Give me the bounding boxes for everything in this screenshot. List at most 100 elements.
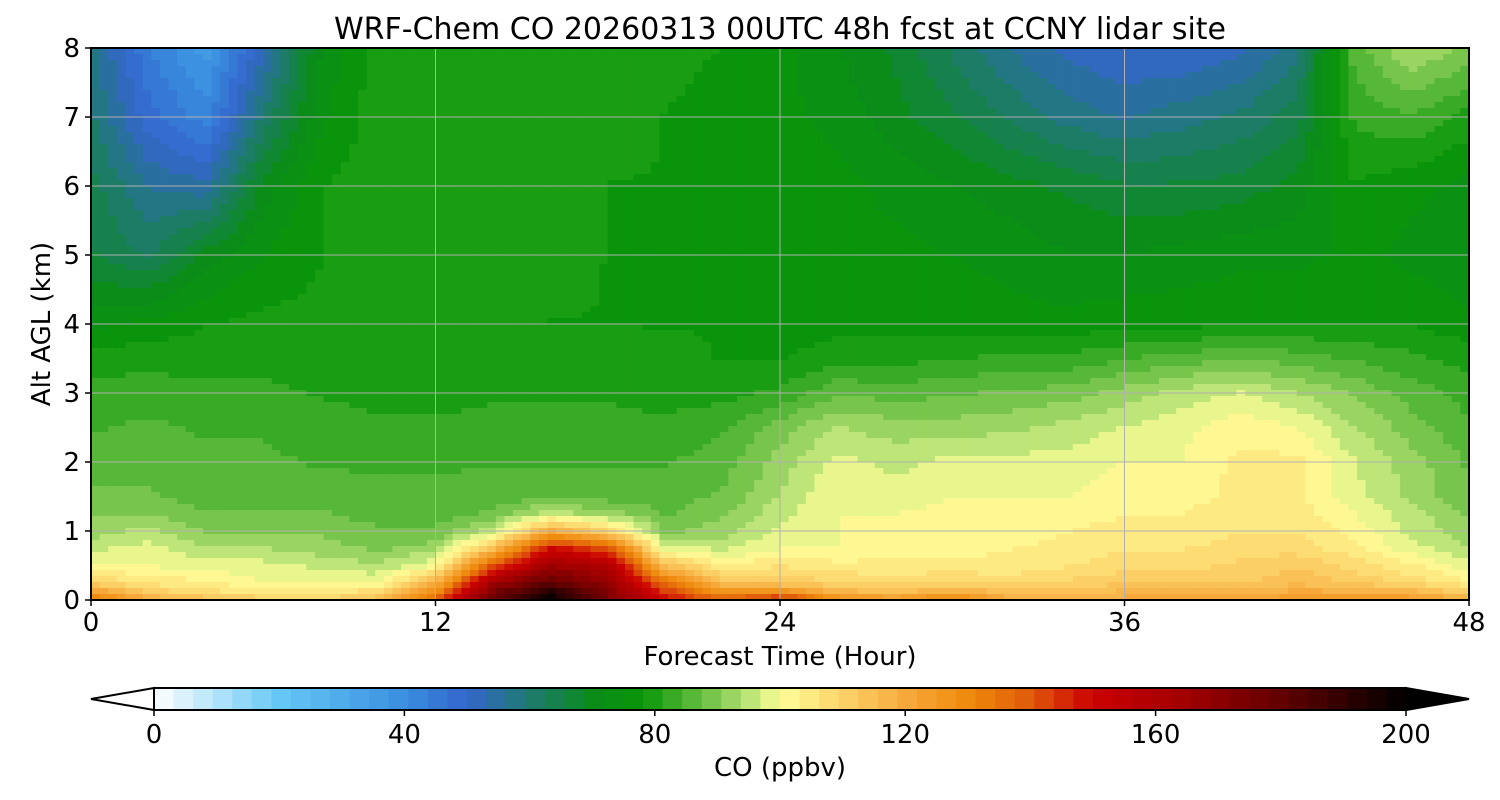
heatmap-cell (797, 84, 807, 91)
heatmap-cell (840, 210, 850, 217)
heatmap-cell (1081, 108, 1091, 115)
heatmap-cell (323, 222, 333, 229)
heatmap-cell (194, 120, 204, 127)
heatmap-cell (1357, 204, 1367, 211)
heatmap-cell (1322, 102, 1332, 109)
heatmap-cell (1184, 180, 1194, 187)
heatmap-cell (487, 84, 497, 91)
heatmap-cell (788, 78, 798, 85)
heatmap-cell (1331, 228, 1341, 235)
heatmap-cell (1305, 132, 1315, 139)
heatmap-cell (1090, 192, 1100, 199)
heatmap-cell (719, 228, 729, 235)
heatmap-cell (1339, 198, 1350, 205)
heatmap-cell (134, 96, 144, 103)
heatmap-cell (108, 78, 118, 85)
heatmap-cell (995, 210, 1005, 217)
heatmap-cell (668, 162, 678, 169)
heatmap-cell (168, 234, 178, 241)
heatmap-cell (685, 102, 695, 109)
heatmap-cell (857, 168, 867, 175)
heatmap-cell (323, 198, 333, 205)
heatmap-cell (1003, 228, 1014, 235)
heatmap-cell (401, 198, 411, 205)
heatmap-cell (125, 222, 135, 229)
heatmap-cell (314, 78, 325, 85)
heatmap-cell (754, 90, 764, 97)
heatmap-cell (1262, 216, 1272, 223)
heatmap-cell (607, 216, 617, 223)
heatmap-cell (487, 204, 497, 211)
heatmap-cell (624, 192, 635, 199)
heatmap-cell (228, 120, 239, 127)
heatmap-cell (952, 144, 962, 151)
heatmap-cell (1064, 54, 1074, 61)
heatmap-cell (754, 174, 764, 181)
heatmap-cell (1245, 66, 1255, 73)
heatmap-cell (392, 132, 402, 139)
heatmap-cell (1400, 84, 1410, 91)
heatmap-cell (676, 150, 686, 157)
heatmap-cell (1081, 90, 1091, 97)
heatmap-cell (1253, 222, 1263, 229)
heatmap-cell (1193, 180, 1203, 187)
heatmap-cell (857, 228, 867, 235)
heatmap-cell (168, 150, 178, 157)
heatmap-cell (185, 156, 195, 163)
heatmap-cell (280, 90, 290, 97)
heatmap-cell (280, 138, 290, 145)
heatmap-cell (676, 228, 686, 235)
plot-area (90, 47, 1470, 601)
heatmap-cell (1374, 60, 1384, 67)
heatmap-cell (624, 180, 635, 187)
heatmap-cell (246, 90, 256, 97)
heatmap-cell (1236, 180, 1246, 187)
heatmap-cell (607, 204, 617, 211)
heatmap-cell (1262, 186, 1272, 193)
heatmap-cell (220, 138, 230, 145)
heatmap-cell (1391, 162, 1401, 169)
heatmap-cell (668, 54, 678, 61)
heatmap-cell (1202, 222, 1212, 229)
heatmap-cell (1055, 126, 1065, 133)
heatmap-cell (1417, 168, 1427, 175)
heatmap-cell (1184, 78, 1194, 85)
heatmap-cell (909, 216, 919, 223)
heatmap-cell (263, 150, 273, 157)
heatmap-cell (91, 90, 101, 97)
heatmap-cell (986, 108, 996, 115)
heatmap-cell (1021, 66, 1031, 73)
heatmap-cell (926, 108, 936, 115)
heatmap-cell (366, 96, 376, 103)
heatmap-cell (1296, 180, 1306, 187)
heatmap-cell (1029, 96, 1039, 103)
heatmap-cell (142, 144, 152, 151)
heatmap-cell (349, 108, 359, 115)
heatmap-cell (271, 192, 282, 199)
heatmap-cell (1124, 150, 1134, 157)
heatmap-cell (297, 72, 307, 79)
heatmap-cell (616, 72, 626, 79)
heatmap-cell (1133, 78, 1143, 85)
heatmap-cell (1133, 186, 1143, 193)
heatmap-cell (116, 102, 127, 109)
heatmap-cell (797, 72, 807, 79)
heatmap-cell (1288, 204, 1298, 211)
heatmap-cell (1072, 120, 1083, 127)
heatmap-cell (134, 120, 144, 127)
heatmap-cell (1434, 90, 1444, 97)
heatmap-cell (1021, 198, 1031, 205)
heatmap-cell (538, 126, 549, 133)
heatmap-cell (452, 228, 462, 235)
heatmap-cell (564, 102, 574, 109)
heatmap-cell (659, 78, 669, 85)
heatmap-cell (1279, 90, 1289, 97)
heatmap-cell (650, 78, 661, 85)
heatmap-cell (986, 78, 996, 85)
heatmap-cell (874, 144, 884, 151)
heatmap-cell (1098, 132, 1108, 139)
heatmap-cell (573, 216, 583, 223)
heatmap-cell (159, 186, 170, 193)
heatmap-cell (418, 228, 428, 235)
heatmap-cell (728, 108, 738, 115)
